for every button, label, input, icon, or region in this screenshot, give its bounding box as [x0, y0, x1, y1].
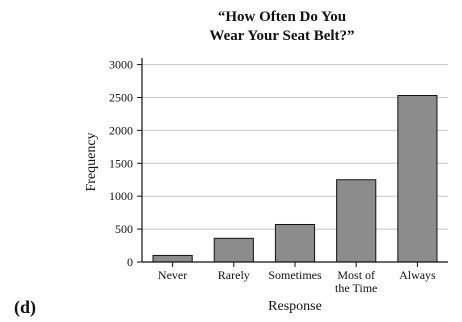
- x-axis-label: Response: [268, 299, 322, 314]
- chart-title-line-1: “How Often Do You: [218, 9, 346, 25]
- grid-lines: [142, 64, 448, 230]
- x-tick-label: Sometimes: [268, 268, 322, 282]
- panel-label: (d): [14, 297, 36, 318]
- y-tick-label: 0: [127, 255, 133, 269]
- bar-1: [213, 237, 254, 263]
- y-tick-label: 3000: [109, 58, 133, 72]
- y-ticks: 0 500 1000 1500 2000 2500 3000: [109, 58, 142, 269]
- y-tick-label: 1500: [109, 156, 133, 170]
- bar-2: [274, 223, 316, 263]
- x-tick-label: Never: [158, 268, 187, 282]
- bar-4: [397, 95, 438, 263]
- x-tick-label: the Time: [335, 281, 377, 295]
- y-tick-label: 500: [115, 222, 133, 236]
- y-tick-label: 2500: [109, 90, 133, 104]
- bar-3: [336, 179, 377, 263]
- y-axis-label: Frequency: [84, 132, 99, 191]
- x-tick-label: Always: [399, 268, 436, 282]
- bars: [152, 95, 438, 263]
- bar-0: [152, 254, 193, 263]
- x-tick-label: Most of: [337, 268, 375, 282]
- y-tick-label: 1000: [109, 189, 133, 203]
- y-tick-label: 2000: [109, 123, 133, 137]
- chart-title-line-2: Wear Your Seat Belt?”: [209, 28, 354, 44]
- x-tick-label: Rarely: [218, 268, 250, 282]
